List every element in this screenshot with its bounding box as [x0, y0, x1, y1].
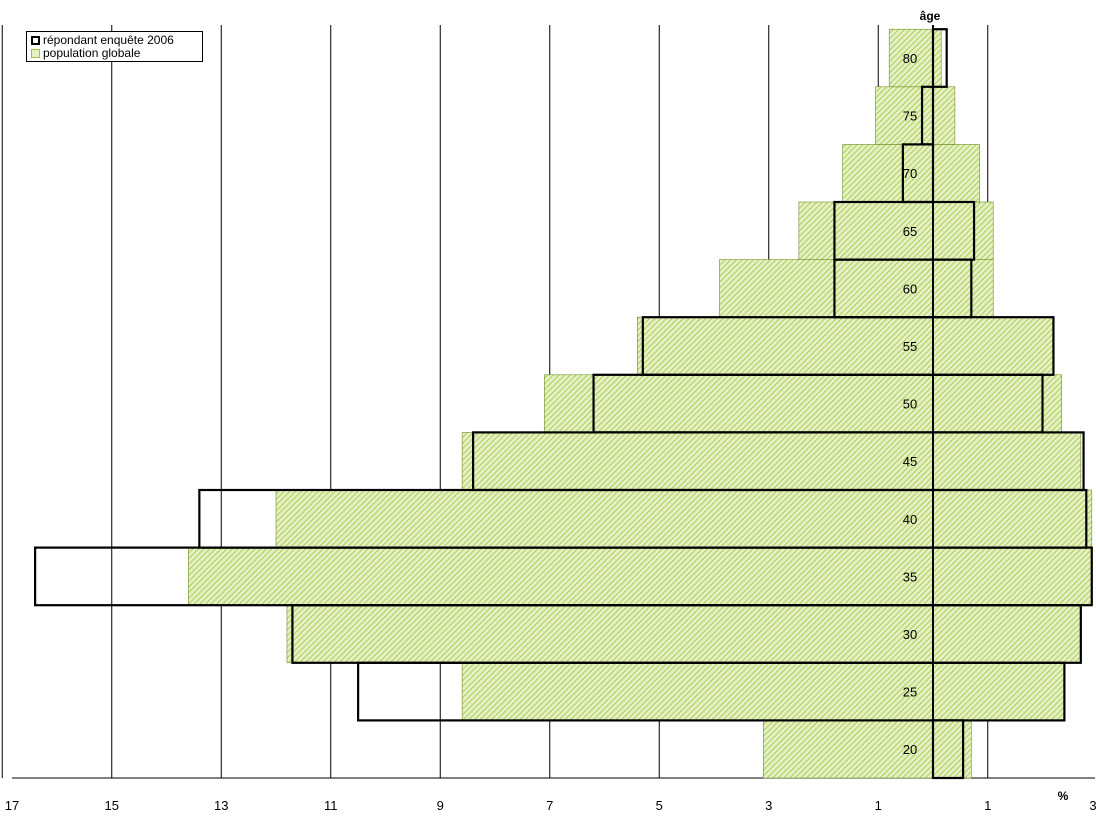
- population-bar-45: [461, 432, 1082, 491]
- age-labels: 20 25 30 35 40 45 50 55 60 65 70 75 80: [903, 51, 917, 757]
- age-label-25: 25: [903, 685, 917, 700]
- age-label-55: 55: [903, 339, 917, 354]
- legend-item-repondant: répondant enquête 2006: [31, 34, 198, 47]
- age-label-50: 50: [903, 397, 917, 412]
- x-tick-label: 7: [546, 798, 553, 813]
- x-tick-label: 11: [324, 798, 338, 813]
- x-tick-label: 17: [5, 798, 19, 813]
- x-tick-label: 1: [875, 798, 882, 813]
- population-bar-70: [842, 144, 980, 203]
- population-bar-25: [461, 662, 1065, 721]
- age-label-75: 75: [903, 109, 917, 124]
- y-axis-title: âge: [920, 9, 941, 23]
- x-tick-label: 15: [105, 798, 119, 813]
- age-label-20: 20: [903, 742, 917, 757]
- legend-label-population: population globale: [43, 46, 141, 60]
- legend-item-population: population globale: [31, 47, 198, 60]
- x-tick-label: 3: [1089, 798, 1096, 813]
- age-label-35: 35: [903, 569, 917, 584]
- x-tick-label: 3: [765, 798, 772, 813]
- x-axis-title: %: [1058, 789, 1069, 803]
- age-label-45: 45: [903, 454, 917, 469]
- x-tick-label: 9: [437, 798, 444, 813]
- population-bar-75: [875, 86, 956, 145]
- age-label-65: 65: [903, 224, 917, 239]
- age-label-30: 30: [903, 627, 917, 642]
- x-tick-label: 13: [214, 798, 228, 813]
- population-bar-55: [637, 316, 1054, 376]
- legend-swatch-population: [31, 49, 40, 58]
- x-tick-label: 1: [984, 798, 991, 813]
- age-label-80: 80: [903, 51, 917, 66]
- population-bar-30: [286, 604, 1082, 664]
- population-bar-60: [719, 259, 994, 318]
- population-bar-65: [798, 201, 994, 260]
- x-tick-labels: 17 15 13 11 9 7 5 3 1 1 3: [5, 798, 1096, 813]
- x-tick-label: 5: [656, 798, 663, 813]
- age-label-40: 40: [903, 512, 917, 527]
- chart-legend: répondant enquête 2006 population global…: [26, 31, 203, 62]
- population-bar-20: [762, 720, 972, 779]
- population-bar-40: [275, 489, 1093, 548]
- population-bar-35: [188, 547, 1093, 606]
- legend-label-repondant: répondant enquête 2006: [43, 33, 174, 47]
- age-label-70: 70: [903, 166, 917, 181]
- population-bar-50: [543, 374, 1062, 433]
- population-globale-bars: [188, 28, 1093, 779]
- age-label-60: 60: [903, 281, 917, 296]
- legend-swatch-repondant: [31, 36, 40, 45]
